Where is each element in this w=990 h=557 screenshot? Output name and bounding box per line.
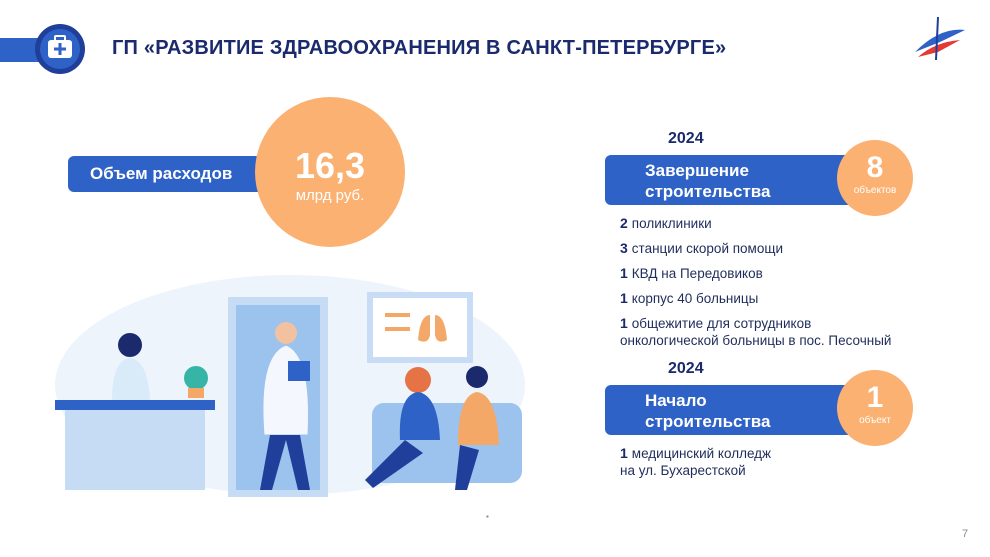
- section-year: 2024: [668, 360, 704, 377]
- logo: [915, 16, 965, 61]
- item: 1 КВД на Передовиков: [620, 265, 763, 282]
- item-text: поликлиники: [631, 216, 712, 231]
- item-text: медицинский колледж: [631, 446, 772, 461]
- section-title-line: Начало: [645, 391, 707, 410]
- item-text: станции скорой помощи: [631, 241, 783, 256]
- section-title-line: Завершение: [645, 161, 749, 180]
- item-line: 1 КВД на Передовиков: [620, 265, 763, 282]
- item-count: 1: [620, 445, 628, 461]
- item-text: корпус 40 больницы: [631, 291, 759, 306]
- count-unit: объект: [859, 415, 891, 426]
- item-count: 1: [620, 290, 628, 306]
- item-line: на ул. Бухарестской: [620, 462, 771, 479]
- count: 8: [866, 151, 884, 184]
- expenses-circle: 16,3 млрд руб.: [255, 97, 405, 247]
- item-count: 1: [620, 265, 628, 281]
- item-line: 1 общежитие для сотрудников: [620, 315, 891, 332]
- item: 3 станции скорой помощи: [620, 240, 783, 257]
- header-bar: [0, 38, 40, 62]
- item: 1 корпус 40 больницы: [620, 290, 758, 307]
- illustration: [55, 275, 525, 497]
- expenses-value: 16,3: [294, 145, 366, 186]
- item-text: онкологической больницы в пос. Песочный: [620, 333, 892, 348]
- item: 2 поликлиники: [620, 215, 712, 232]
- page-number: 7: [962, 528, 969, 540]
- count: 1: [866, 381, 884, 414]
- count-circle: 8 объектов: [837, 140, 913, 216]
- item-text: на ул. Бухарестской: [620, 463, 746, 478]
- item: 1 общежитие для сотрудников онкологической…: [620, 315, 891, 349]
- section-title-line: строительства: [645, 412, 771, 431]
- header-icon: [35, 24, 85, 74]
- dot: ▪: [486, 512, 489, 521]
- item-line: 1 корпус 40 больницы: [620, 290, 758, 307]
- item-count: 3: [620, 240, 628, 256]
- section-year: 2024: [668, 130, 704, 147]
- item-line: 1 медицинский колледж: [620, 445, 771, 462]
- item-text: КВД на Передовиков: [631, 266, 763, 281]
- count-circle: 1 объект: [837, 370, 913, 446]
- expenses-label: Объем расходов: [68, 156, 268, 192]
- item: 1 медицинский колледж на ул. Бухарестской: [620, 445, 771, 479]
- section-title: Завершение строительства: [605, 155, 860, 205]
- item-line: 2 поликлиники: [620, 215, 712, 232]
- count-unit: объектов: [853, 185, 897, 196]
- section-title-line: строительства: [645, 182, 771, 201]
- item-text: общежитие для сотрудников: [631, 316, 812, 331]
- item-count: 2: [620, 215, 628, 231]
- item-line: 3 станции скорой помощи: [620, 240, 783, 257]
- expenses-unit: млрд руб.: [295, 187, 365, 204]
- item-count: 1: [620, 315, 628, 331]
- page-title: ГП «РАЗВИТИЕ ЗДРАВООХРАНЕНИЯ В САНКТ-ПЕТ…: [112, 37, 727, 59]
- section-title: Начало строительства: [605, 385, 860, 435]
- item-line: онкологической больницы в пос. Песочный: [620, 332, 891, 349]
